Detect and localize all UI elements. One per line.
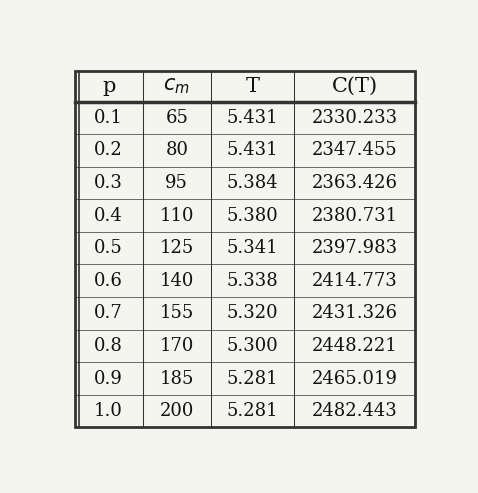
Text: 155: 155 (160, 304, 194, 322)
Text: 5.341: 5.341 (227, 239, 278, 257)
Text: 170: 170 (160, 337, 194, 355)
Text: 5.431: 5.431 (227, 141, 278, 159)
Text: 2448.221: 2448.221 (312, 337, 398, 355)
Text: 0.3: 0.3 (94, 174, 123, 192)
Text: 80: 80 (165, 141, 188, 159)
Text: 95: 95 (165, 174, 188, 192)
Text: 2431.326: 2431.326 (312, 304, 398, 322)
Text: p: p (102, 76, 115, 96)
Text: 2380.731: 2380.731 (312, 207, 398, 225)
Text: 2397.983: 2397.983 (312, 239, 398, 257)
Text: 0.8: 0.8 (94, 337, 123, 355)
Text: 2414.773: 2414.773 (312, 272, 398, 290)
Text: T: T (246, 76, 260, 96)
Text: 2347.455: 2347.455 (312, 141, 398, 159)
Text: 2465.019: 2465.019 (312, 370, 398, 387)
Text: $c_m$: $c_m$ (163, 76, 190, 96)
Text: 5.380: 5.380 (227, 207, 278, 225)
Text: 125: 125 (160, 239, 194, 257)
Text: 0.6: 0.6 (94, 272, 123, 290)
Text: 0.7: 0.7 (94, 304, 123, 322)
Text: 5.384: 5.384 (227, 174, 278, 192)
Text: 200: 200 (160, 402, 194, 420)
Text: 5.338: 5.338 (227, 272, 278, 290)
Text: 5.300: 5.300 (227, 337, 278, 355)
Text: 5.431: 5.431 (227, 109, 278, 127)
Text: 1.0: 1.0 (94, 402, 123, 420)
Text: 0.2: 0.2 (94, 141, 123, 159)
Text: 2330.233: 2330.233 (312, 109, 398, 127)
Text: C(T): C(T) (332, 76, 378, 96)
Text: 2482.443: 2482.443 (312, 402, 398, 420)
Text: 5.281: 5.281 (227, 370, 278, 387)
Text: 0.4: 0.4 (94, 207, 123, 225)
Text: 0.1: 0.1 (94, 109, 123, 127)
Text: 5.281: 5.281 (227, 402, 278, 420)
Text: 65: 65 (165, 109, 188, 127)
Text: 2363.426: 2363.426 (312, 174, 398, 192)
Text: 5.320: 5.320 (227, 304, 278, 322)
Text: 110: 110 (160, 207, 194, 225)
Text: 0.9: 0.9 (94, 370, 123, 387)
Text: 140: 140 (160, 272, 194, 290)
Text: 185: 185 (160, 370, 194, 387)
Text: 0.5: 0.5 (94, 239, 123, 257)
